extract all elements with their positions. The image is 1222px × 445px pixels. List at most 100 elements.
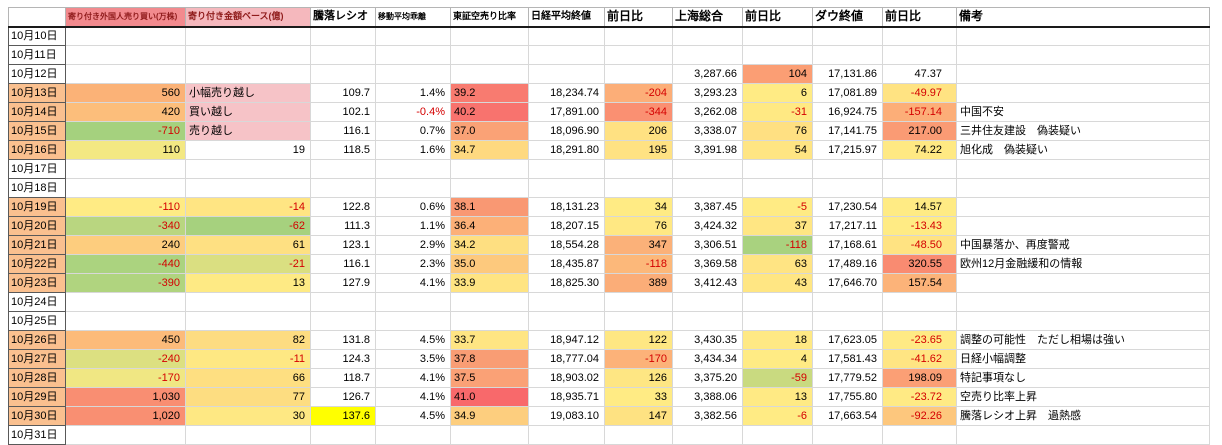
cell-moving-average-deviation[interactable] [375,311,451,331]
cell-nikkei-close[interactable]: 18,131.23 [528,197,605,217]
cell-short-selling-ratio[interactable]: 34.7 [450,140,529,160]
cell-nikkei-close[interactable] [528,311,605,331]
cell-amount-base[interactable]: 77 [185,387,311,407]
cell-shanghai-change[interactable] [742,45,813,65]
cell-short-selling-ratio[interactable]: 33.9 [450,273,529,293]
cell-shanghai-composite[interactable]: 3,387.45 [672,197,743,217]
cell-dow-close[interactable]: 17,779.52 [812,368,883,388]
cell-shanghai-change[interactable]: 37 [742,216,813,236]
cell-foreign-sell-buy[interactable] [65,425,186,445]
cell-dow-close[interactable] [812,26,883,46]
cell-dow-close[interactable] [812,292,883,312]
cell-short-selling-ratio[interactable] [450,26,529,46]
cell-nikkei-close[interactable]: 18,554.28 [528,235,605,255]
cell-advance-decline-ratio[interactable] [310,425,376,445]
cell-moving-average-deviation[interactable]: 4.1% [375,387,451,407]
cell-shanghai-composite[interactable]: 3,412.43 [672,273,743,293]
cell-shanghai-change[interactable]: 63 [742,254,813,274]
cell-shanghai-change[interactable]: 18 [742,330,813,350]
cell-short-selling-ratio[interactable] [450,292,529,312]
cell-shanghai-change[interactable] [742,292,813,312]
cell-dow-change[interactable]: 74.22 [882,140,957,160]
cell-shanghai-composite[interactable]: 3,262.08 [672,102,743,122]
cell-date[interactable]: 10月17日 [8,159,66,179]
cell-shanghai-change[interactable]: 54 [742,140,813,160]
cell-date[interactable]: 10月25日 [8,311,66,331]
cell-moving-average-deviation[interactable]: 0.6% [375,197,451,217]
cell-foreign-sell-buy[interactable]: -710 [65,121,186,141]
cell-foreign-sell-buy[interactable] [65,311,186,331]
cell-moving-average-deviation[interactable] [375,64,451,84]
column-header-dow-close[interactable]: ダウ終値 [812,7,883,28]
cell-date[interactable]: 10月11日 [8,45,66,65]
cell-nikkei-change[interactable] [604,159,673,179]
cell-nikkei-change[interactable]: 206 [604,121,673,141]
cell-short-selling-ratio[interactable]: 33.7 [450,330,529,350]
cell-advance-decline-ratio[interactable]: 124.3 [310,349,376,369]
cell-dow-change[interactable]: 320.55 [882,254,957,274]
cell-date[interactable]: 10月21日 [8,235,66,255]
cell-note[interactable] [956,26,1210,46]
cell-shanghai-composite[interactable] [672,425,743,445]
cell-nikkei-change[interactable] [604,178,673,198]
cell-shanghai-composite[interactable]: 3,391.98 [672,140,743,160]
cell-amount-base[interactable]: 19 [185,140,311,160]
cell-note[interactable] [956,216,1210,236]
cell-amount-base[interactable] [185,311,311,331]
cell-advance-decline-ratio[interactable]: 118.7 [310,368,376,388]
cell-date[interactable]: 10月22日 [8,254,66,274]
cell-dow-change[interactable] [882,26,957,46]
cell-foreign-sell-buy[interactable]: -390 [65,273,186,293]
cell-dow-close[interactable] [812,311,883,331]
cell-foreign-sell-buy[interactable]: 420 [65,102,186,122]
cell-nikkei-close[interactable] [528,26,605,46]
cell-date[interactable]: 10月28日 [8,368,66,388]
cell-moving-average-deviation[interactable]: 2.9% [375,235,451,255]
cell-shanghai-change[interactable]: 76 [742,121,813,141]
cell-date[interactable]: 10月29日 [8,387,66,407]
cell-note[interactable]: 中国暴落か、再度警戒 [956,235,1210,255]
cell-nikkei-close[interactable]: 18,777.04 [528,349,605,369]
cell-dow-change[interactable] [882,292,957,312]
cell-foreign-sell-buy[interactable]: 1,020 [65,406,186,426]
cell-dow-close[interactable] [812,178,883,198]
cell-nikkei-close[interactable]: 18,207.15 [528,216,605,236]
cell-advance-decline-ratio[interactable]: 127.9 [310,273,376,293]
column-header-shanghai-change[interactable]: 前日比 [742,7,813,28]
cell-shanghai-composite[interactable]: 3,424.32 [672,216,743,236]
cell-foreign-sell-buy[interactable]: 450 [65,330,186,350]
cell-shanghai-change[interactable]: -6 [742,406,813,426]
cell-amount-base[interactable] [185,292,311,312]
cell-nikkei-close[interactable] [528,178,605,198]
cell-dow-change[interactable]: -23.72 [882,387,957,407]
cell-nikkei-change[interactable]: 126 [604,368,673,388]
cell-note[interactable] [956,273,1210,293]
cell-nikkei-change[interactable]: 76 [604,216,673,236]
cell-shanghai-composite[interactable]: 3,375.20 [672,368,743,388]
column-header-amount-base[interactable]: 寄り付き金額ベース(億) [185,7,311,28]
cell-shanghai-change[interactable] [742,425,813,445]
cell-moving-average-deviation[interactable] [375,178,451,198]
cell-nikkei-close[interactable] [528,292,605,312]
cell-date[interactable]: 10月19日 [8,197,66,217]
cell-nikkei-close[interactable] [528,64,605,84]
cell-amount-base[interactable]: 66 [185,368,311,388]
cell-foreign-sell-buy[interactable] [65,292,186,312]
cell-shanghai-change[interactable] [742,178,813,198]
cell-advance-decline-ratio[interactable]: 131.8 [310,330,376,350]
cell-short-selling-ratio[interactable]: 37.0 [450,121,529,141]
cell-short-selling-ratio[interactable]: 38.1 [450,197,529,217]
cell-shanghai-composite[interactable]: 3,388.06 [672,387,743,407]
cell-short-selling-ratio[interactable]: 36.4 [450,216,529,236]
cell-shanghai-composite[interactable]: 3,287.66 [672,64,743,84]
cell-amount-base[interactable]: 61 [185,235,311,255]
cell-nikkei-change[interactable]: -204 [604,83,673,103]
cell-nikkei-change[interactable]: 122 [604,330,673,350]
cell-dow-close[interactable]: 17,217.11 [812,216,883,236]
cell-short-selling-ratio[interactable] [450,159,529,179]
cell-advance-decline-ratio[interactable]: 116.1 [310,121,376,141]
cell-note[interactable]: 旭化成 偽装疑い [956,140,1210,160]
cell-dow-close[interactable]: 17,663.54 [812,406,883,426]
cell-shanghai-composite[interactable] [672,45,743,65]
cell-dow-change[interactable] [882,311,957,331]
